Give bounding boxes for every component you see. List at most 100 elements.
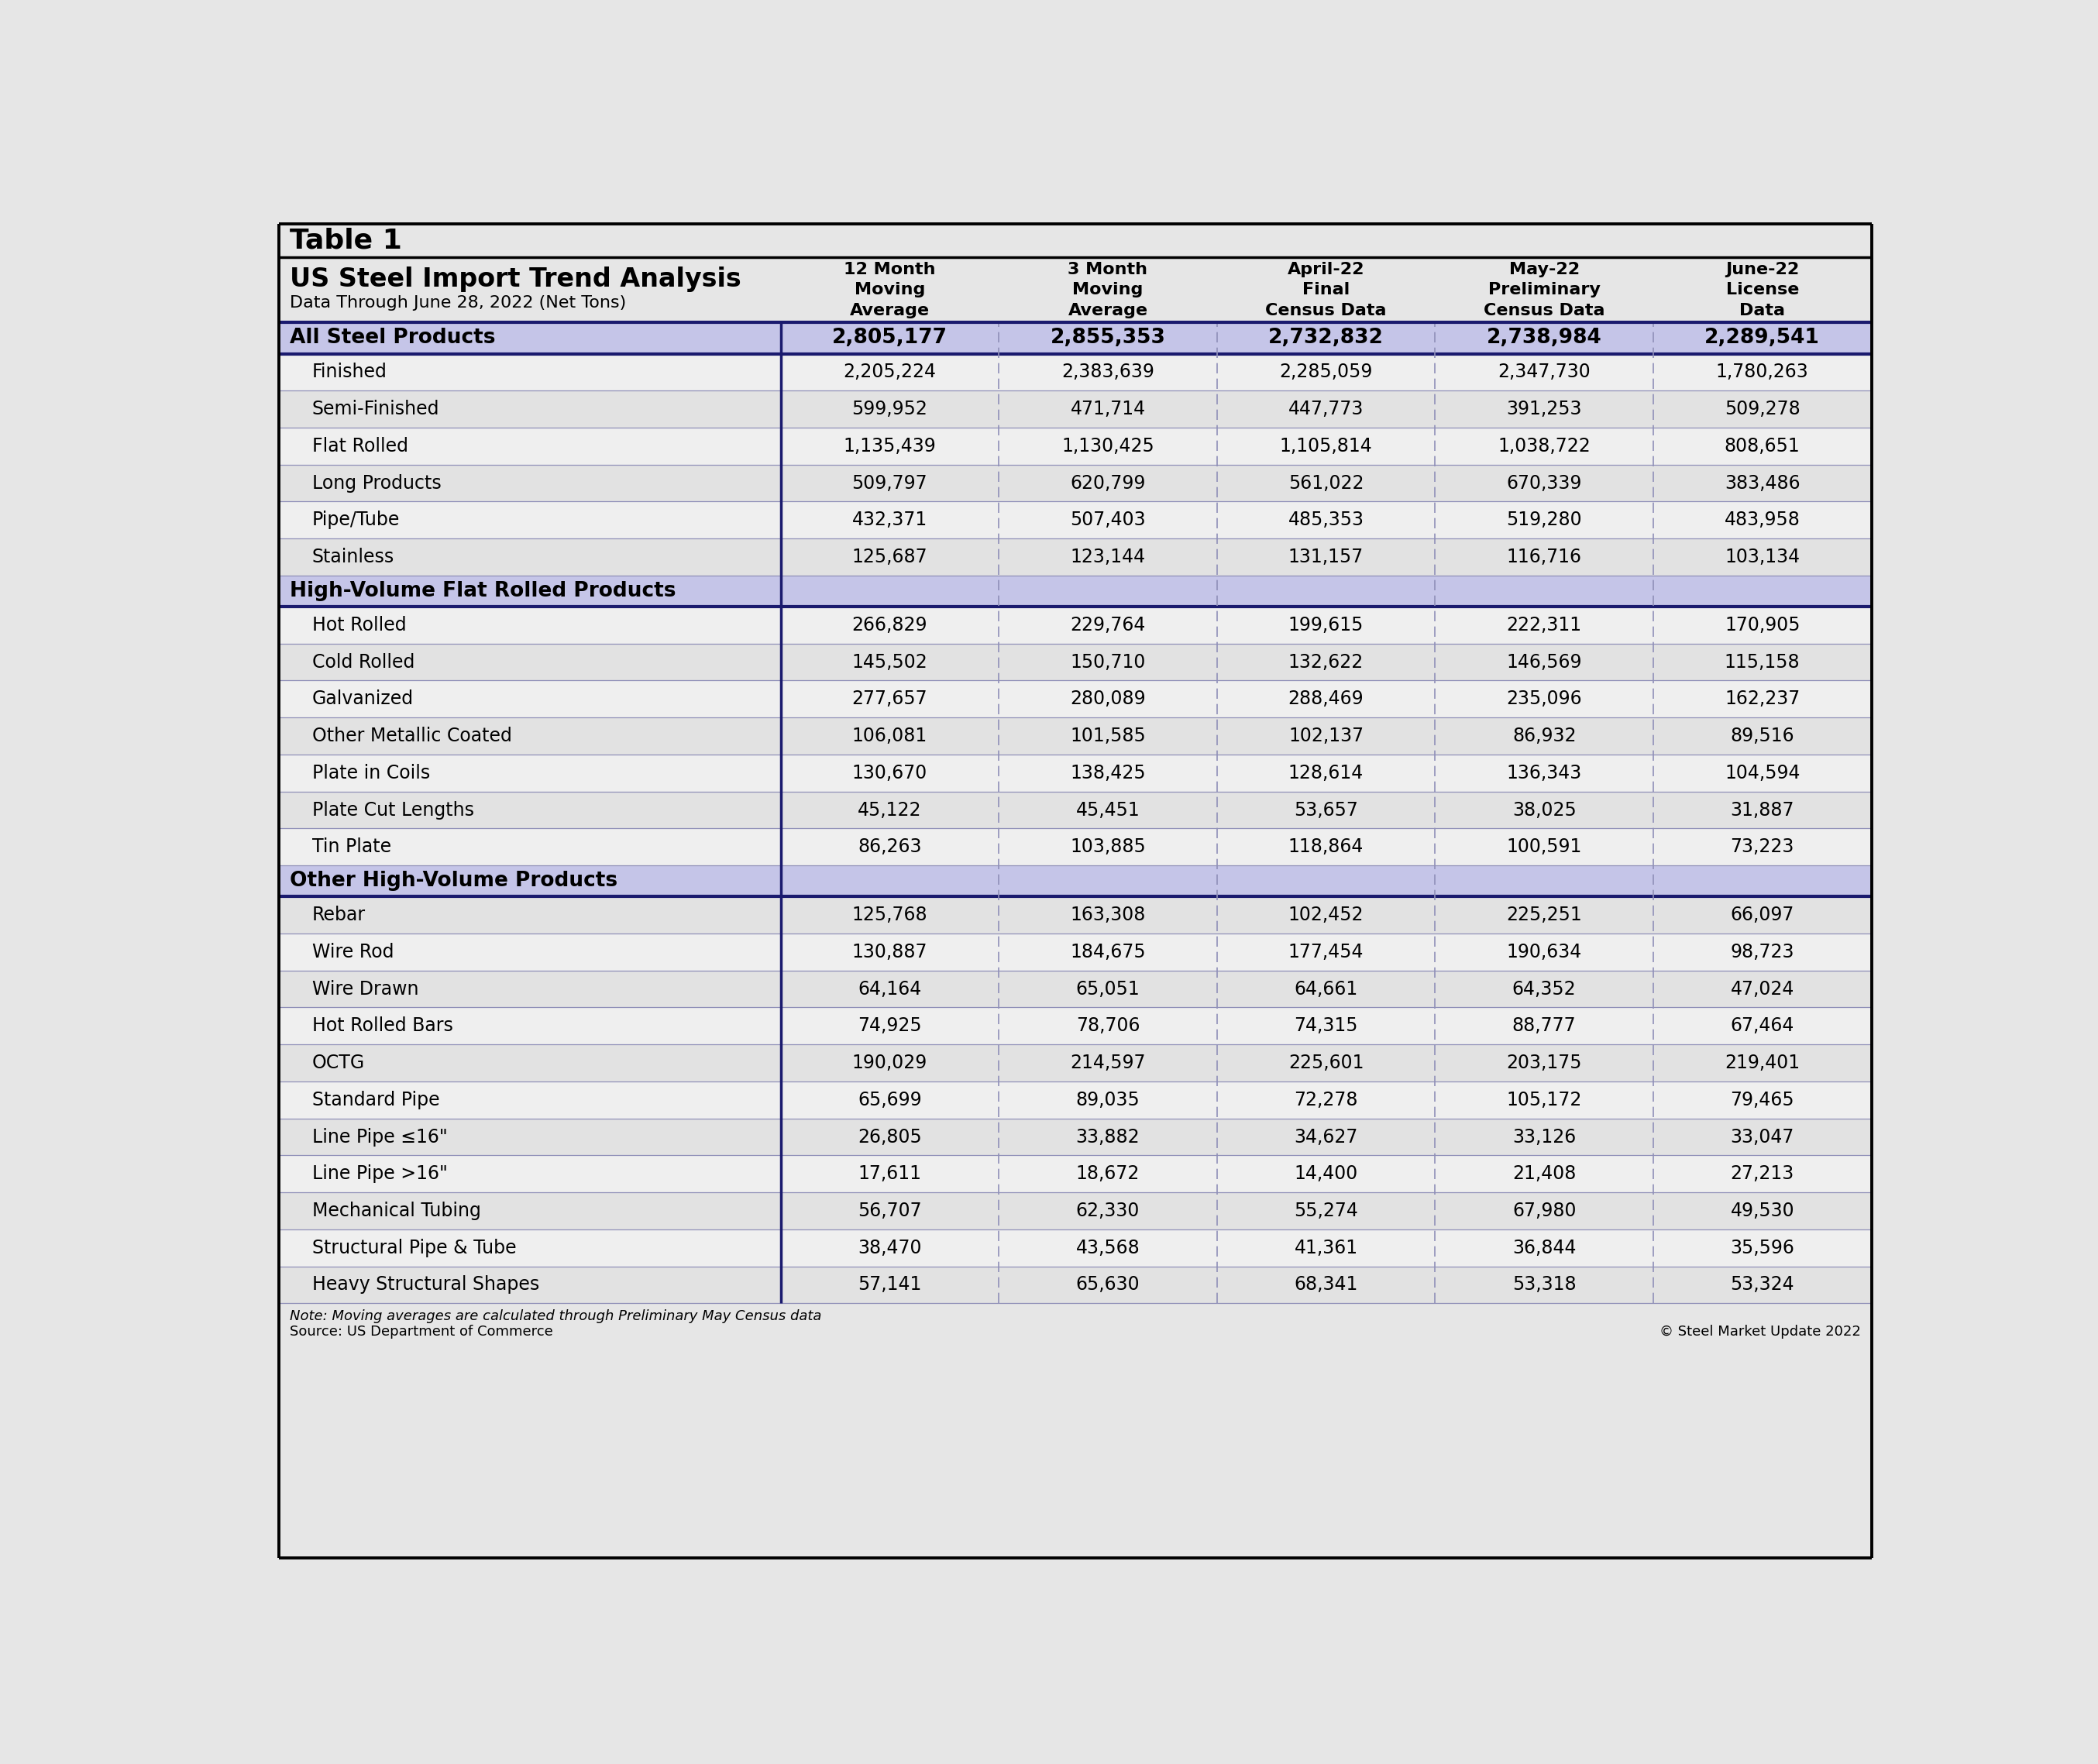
Text: 620,799: 620,799	[1070, 475, 1146, 492]
Text: 18,672: 18,672	[1076, 1164, 1139, 1184]
Text: 485,353: 485,353	[1288, 512, 1364, 529]
Text: 130,887: 130,887	[852, 942, 927, 961]
Text: 100,591: 100,591	[1506, 838, 1582, 856]
Text: 277,657: 277,657	[852, 690, 927, 709]
Text: Table 1: Table 1	[290, 228, 403, 254]
Text: 214,597: 214,597	[1070, 1053, 1146, 1073]
Text: Source: US Department of Commerce: Source: US Department of Commerce	[290, 1325, 554, 1339]
Text: 43,568: 43,568	[1076, 1238, 1139, 1258]
Bar	[279, 866, 1871, 896]
Bar	[279, 1267, 1871, 1304]
Text: 163,308: 163,308	[1070, 905, 1146, 924]
Text: Standard Pipe: Standard Pipe	[313, 1090, 441, 1110]
Bar	[279, 390, 1871, 427]
Text: 280,089: 280,089	[1070, 690, 1146, 709]
Text: 47,024: 47,024	[1731, 979, 1794, 998]
Text: 599,952: 599,952	[852, 400, 927, 418]
Text: 1,130,425: 1,130,425	[1062, 437, 1154, 455]
Text: 55,274: 55,274	[1294, 1201, 1357, 1221]
Text: Long Products: Long Products	[313, 475, 441, 492]
Text: 98,723: 98,723	[1731, 942, 1794, 961]
Text: 170,905: 170,905	[1725, 616, 1800, 635]
Text: Heavy Structural Shapes: Heavy Structural Shapes	[313, 1275, 539, 1295]
Bar	[279, 1044, 1871, 1081]
Text: 79,465: 79,465	[1731, 1090, 1794, 1110]
Text: 105,172: 105,172	[1506, 1090, 1582, 1110]
Text: 391,253: 391,253	[1506, 400, 1582, 418]
Text: Wire Rod: Wire Rod	[313, 942, 394, 961]
Text: 65,630: 65,630	[1076, 1275, 1139, 1295]
Text: 33,047: 33,047	[1731, 1127, 1794, 1147]
Text: Structural Pipe & Tube: Structural Pipe & Tube	[313, 1238, 516, 1258]
Text: 33,126: 33,126	[1513, 1127, 1576, 1147]
Text: 2,805,177: 2,805,177	[833, 328, 948, 348]
Text: 34,627: 34,627	[1294, 1127, 1357, 1147]
Text: 78,706: 78,706	[1076, 1016, 1139, 1035]
Text: 136,343: 136,343	[1506, 764, 1582, 781]
Text: © Steel Market Update 2022: © Steel Market Update 2022	[1660, 1325, 1861, 1339]
Text: 65,051: 65,051	[1076, 979, 1139, 998]
Text: 67,464: 67,464	[1731, 1016, 1794, 1035]
Text: 383,486: 383,486	[1725, 475, 1800, 492]
Text: Other High-Volume Products: Other High-Volume Products	[290, 871, 617, 891]
Text: 125,768: 125,768	[852, 905, 927, 924]
Text: Note: Moving averages are calculated through Preliminary May Census data: Note: Moving averages are calculated thr…	[290, 1309, 822, 1323]
Text: 229,764: 229,764	[1070, 616, 1146, 635]
Bar	[279, 1192, 1871, 1230]
Text: 162,237: 162,237	[1725, 690, 1800, 709]
Text: 509,797: 509,797	[852, 475, 927, 492]
Text: 138,425: 138,425	[1070, 764, 1146, 781]
Bar	[279, 353, 1871, 390]
Text: Pipe/Tube: Pipe/Tube	[313, 512, 401, 529]
Text: 115,158: 115,158	[1725, 653, 1800, 672]
Bar	[279, 607, 1871, 644]
Text: 36,844: 36,844	[1513, 1238, 1576, 1258]
Text: Wire Drawn: Wire Drawn	[313, 979, 420, 998]
Bar	[279, 258, 1871, 323]
Text: 12 Month
Moving
Average: 12 Month Moving Average	[843, 261, 936, 318]
Text: 471,714: 471,714	[1070, 400, 1146, 418]
Text: 86,932: 86,932	[1513, 727, 1576, 746]
Text: June-22
License
Data: June-22 License Data	[1725, 261, 1800, 318]
Text: Hot Rolled Bars: Hot Rolled Bars	[313, 1016, 453, 1035]
Bar	[279, 792, 1871, 829]
Text: 561,022: 561,022	[1288, 475, 1364, 492]
Text: All Steel Products: All Steel Products	[290, 328, 495, 348]
Text: 1,038,722: 1,038,722	[1498, 437, 1590, 455]
Bar	[279, 427, 1871, 464]
Text: 1,135,439: 1,135,439	[843, 437, 936, 455]
Text: 102,137: 102,137	[1288, 727, 1364, 746]
Text: 86,263: 86,263	[858, 838, 921, 856]
Bar	[279, 1155, 1871, 1192]
Text: 21,408: 21,408	[1513, 1164, 1576, 1184]
Text: 509,278: 509,278	[1725, 400, 1800, 418]
Bar	[279, 1081, 1871, 1118]
Text: US Steel Import Trend Analysis: US Steel Import Trend Analysis	[290, 266, 741, 291]
Text: 146,569: 146,569	[1506, 653, 1582, 672]
Text: 14,400: 14,400	[1294, 1164, 1357, 1184]
Text: 62,330: 62,330	[1076, 1201, 1139, 1221]
Text: 670,339: 670,339	[1506, 475, 1582, 492]
Text: Tin Plate: Tin Plate	[313, 838, 390, 856]
Text: 74,925: 74,925	[858, 1016, 921, 1035]
Text: 2,383,639: 2,383,639	[1062, 363, 1154, 381]
Text: 123,144: 123,144	[1070, 549, 1146, 566]
Text: 266,829: 266,829	[852, 616, 927, 635]
Text: 26,805: 26,805	[858, 1127, 921, 1147]
Bar	[279, 933, 1871, 970]
Bar	[279, 501, 1871, 538]
Text: 190,634: 190,634	[1506, 942, 1582, 961]
Text: 88,777: 88,777	[1513, 1016, 1576, 1035]
Bar	[279, 1118, 1871, 1155]
Text: High-Volume Flat Rolled Products: High-Volume Flat Rolled Products	[290, 580, 676, 602]
Text: 177,454: 177,454	[1288, 942, 1364, 961]
Text: Line Pipe ≤16": Line Pipe ≤16"	[313, 1127, 447, 1147]
Text: 225,601: 225,601	[1288, 1053, 1364, 1073]
Text: Plate Cut Lengths: Plate Cut Lengths	[313, 801, 474, 818]
Text: 101,585: 101,585	[1070, 727, 1146, 746]
Text: 3 Month
Moving
Average: 3 Month Moving Average	[1068, 261, 1148, 318]
Text: 57,141: 57,141	[858, 1275, 921, 1295]
Text: 222,311: 222,311	[1506, 616, 1582, 635]
Text: 73,223: 73,223	[1731, 838, 1794, 856]
Text: 41,361: 41,361	[1294, 1238, 1357, 1258]
